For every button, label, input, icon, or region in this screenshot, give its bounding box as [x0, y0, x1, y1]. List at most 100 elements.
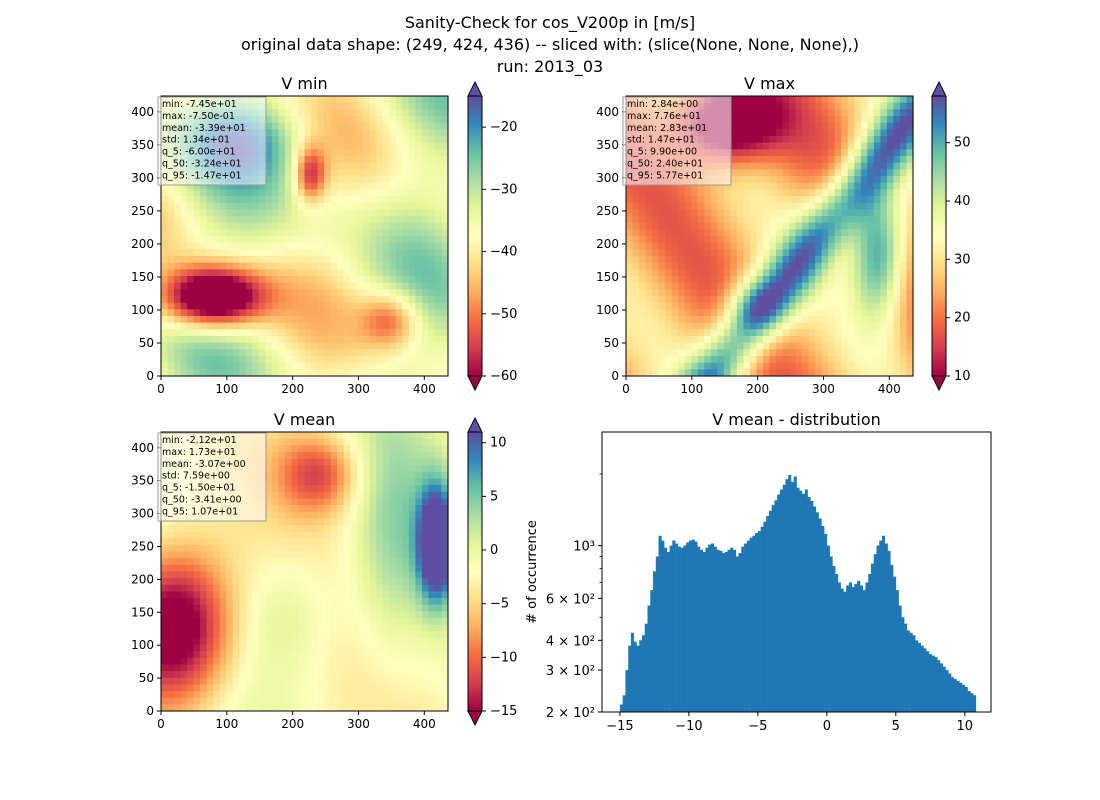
- heatmap-cell: [821, 229, 829, 237]
- heatmap-cell: [834, 262, 842, 270]
- heatmap-cell: [867, 296, 875, 304]
- heatmap-cell: [291, 544, 299, 553]
- heatmap-cell: [291, 671, 299, 679]
- heatmap-cell: [219, 604, 227, 612]
- heatmap-cell: [226, 637, 234, 646]
- heatmap-cell: [684, 196, 692, 204]
- heatmap-cell: [187, 704, 195, 712]
- heatmap-cell: [899, 336, 908, 344]
- heatmap-cell: [684, 342, 692, 350]
- heatmap-cell: [697, 302, 705, 310]
- heatmap-cell: [356, 96, 364, 104]
- heatmap-cell: [658, 202, 666, 210]
- heatmap-cell: [324, 229, 332, 237]
- heatmap-cell: [684, 222, 692, 230]
- heatmap-cell: [893, 216, 901, 224]
- heatmap-cell: [311, 142, 319, 150]
- heatmap-cell: [213, 196, 221, 204]
- heatmap-cell: [886, 176, 895, 184]
- heatmap-cell: [854, 242, 862, 250]
- heatmap-cell: [350, 176, 358, 184]
- heatmap-cell: [278, 136, 286, 144]
- heatmap-cell: [226, 242, 234, 250]
- heatmap-cell: [652, 189, 660, 197]
- heatmap-cell: [311, 644, 319, 652]
- heatmap-cell: [265, 156, 273, 164]
- heatmap-cell: [213, 189, 221, 197]
- heatmap-cell: [867, 236, 875, 244]
- heatmap-cell: [187, 518, 195, 526]
- heatmap-cell: [808, 356, 816, 364]
- heatmap-cell: [421, 116, 430, 124]
- heatmap-cell: [258, 584, 266, 593]
- heatmap-cell: [860, 202, 868, 210]
- heatmap-cell: [284, 249, 293, 257]
- heatmap-cell: [671, 242, 679, 250]
- heatmap-cell: [434, 302, 443, 310]
- heatmap-cell: [324, 671, 332, 679]
- heatmap-cell: [867, 356, 875, 364]
- heatmap-cell: [324, 176, 332, 184]
- heatmap-cell: [232, 684, 240, 692]
- heatmap-cell: [428, 169, 436, 177]
- heatmap-cell: [337, 222, 345, 230]
- heatmap-cell: [161, 349, 169, 357]
- heatmap-cell: [658, 362, 666, 370]
- heatmap-cell: [886, 162, 895, 170]
- heatmap-cell: [906, 229, 914, 237]
- heatmap-cell: [180, 316, 188, 324]
- heatmap-cell: [174, 525, 182, 533]
- heatmap-cell: [200, 349, 208, 357]
- heatmap-cell: [265, 432, 273, 440]
- heatmap-cell: [743, 136, 751, 144]
- heatmap-cell: [252, 611, 260, 619]
- heatmap-cell: [343, 109, 351, 117]
- heatmap-cell: [213, 249, 221, 257]
- heatmap-cell: [626, 256, 634, 264]
- heatmap-cell: [769, 329, 777, 337]
- heatmap-cell: [847, 202, 855, 210]
- heatmap-cell: [880, 216, 888, 224]
- heatmap-cell: [350, 242, 358, 250]
- heatmap-cell: [395, 296, 403, 304]
- heatmap-cell: [847, 102, 855, 110]
- heatmap-cell: [762, 116, 771, 124]
- heatmap-cell: [645, 209, 653, 217]
- heatmap-cell: [284, 329, 293, 337]
- heatmap-cell: [337, 336, 345, 344]
- heatmap-cell: [317, 445, 325, 453]
- heatmap-cell: [252, 329, 260, 337]
- heatmap-cell: [291, 525, 299, 533]
- heatmap-cell: [434, 289, 443, 297]
- heatmap-cell: [187, 222, 195, 230]
- heatmap-cell: [226, 196, 234, 204]
- heatmap-cell: [324, 109, 332, 117]
- heatmap-cell: [278, 216, 286, 224]
- heatmap-cell: [828, 342, 836, 350]
- heatmap-cell: [369, 222, 377, 230]
- heatmap-cell: [278, 309, 286, 317]
- heatmap-cell: [893, 362, 901, 370]
- heatmap-cell: [311, 498, 319, 506]
- heatmap-cell: [678, 276, 686, 284]
- heatmap-cell: [743, 369, 751, 377]
- heatmap-cell: [860, 142, 868, 150]
- heatmap-cell: [821, 216, 829, 224]
- heatmap-cell: [330, 704, 338, 712]
- heatmap-cell: [730, 316, 738, 324]
- heatmap-cell: [821, 169, 829, 177]
- heatmap-cell: [691, 269, 699, 277]
- heatmap-axes-frame: [160, 95, 449, 377]
- heatmap-cell: [167, 336, 175, 344]
- heatmap-cell: [684, 236, 692, 244]
- heatmap-cell: [873, 216, 881, 224]
- heatmap-cell: [324, 631, 332, 639]
- heatmap-cell: [828, 296, 836, 304]
- heatmap-cell: [284, 564, 293, 573]
- heatmap-cell: [317, 102, 325, 110]
- heatmap-cell: [665, 236, 673, 244]
- heatmap-cell: [245, 216, 253, 224]
- heatmap-cell: [421, 176, 430, 184]
- heatmap-cell: [219, 578, 227, 586]
- heatmap-cell: [428, 189, 436, 197]
